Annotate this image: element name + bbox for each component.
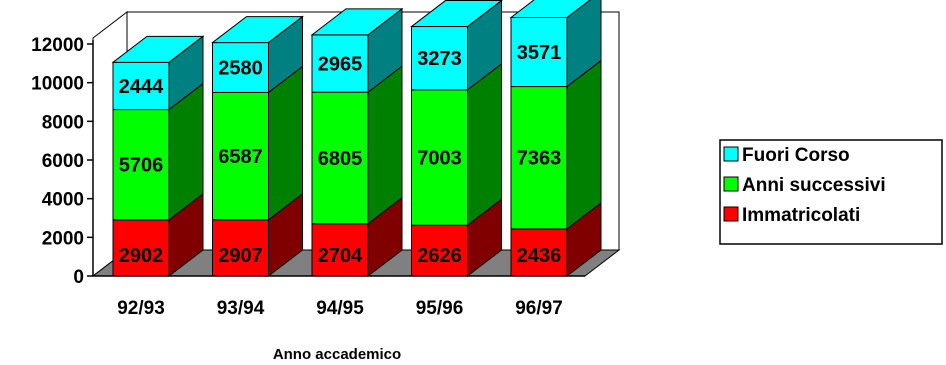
bar-fuori-corso-93-94 [212,42,269,93]
bar-anni-successivi-93-94 [212,91,269,221]
bar-fuori-corso-96-97-top [509,0,591,19]
legend-label: Immatricolati [742,205,860,226]
y-tick-label: 6000 [42,151,84,172]
x-tick-label: 92/93 [117,298,165,319]
bar-fuori-corso-95-96 [411,26,468,91]
x-tick-label: 96/97 [515,298,563,319]
legend-item: Immatricolati [723,205,860,226]
data-label: 2626 [417,245,462,267]
data-label: 2902 [119,245,164,267]
y-tick-label: 12000 [31,35,84,56]
data-label: 7003 [417,148,462,170]
x-tick-label: 95/96 [416,298,464,319]
bars: 2902 5706 2444 2907 6587 2580 2704 6805 2965 2626… [111,0,602,278]
legend: Fuori Corso Anni successivi Immatricolati [719,139,943,245]
legend-item: Fuori Corso [723,145,850,166]
legend-label: Anni successivi [742,175,886,196]
bar-anni-successivi-94-95-side [367,65,403,225]
y-tick-label: 8000 [42,112,84,133]
bar-stack-95-96: 2626 7003 3273 [410,0,503,278]
bar-anni-successivi-96-97-side [566,59,602,230]
x-axis-label: Anno accademico [273,346,401,363]
data-label: 2704 [318,245,363,267]
bar-anni-successivi-95-96 [411,89,468,226]
data-label: 5706 [119,155,164,177]
bar-fuori-corso-94-95 [311,34,369,93]
data-label: 6805 [318,148,363,170]
data-label: 2436 [517,245,562,267]
y-axis: 0 2000 4000 6000 8000 10000 12000 [31,35,94,288]
bar-anni-successivi-94-95 [311,91,369,225]
bar-anni-successivi-92-93 [112,109,170,221]
bar-stack-92-93: 2902 5706 2444 [111,35,205,278]
bar-anni-successivi-96-97 [510,86,568,230]
bar-stack-94-95: 2704 6805 2965 [310,7,404,278]
bar-immatricolati-93-94 [212,219,269,277]
x-tick-label: 94/95 [316,298,364,319]
legend-swatch [723,176,739,192]
legend-box [719,139,943,245]
bar-fuori-corso-96-97 [510,17,568,88]
data-label: 7363 [517,148,562,170]
bar-fuori-corso-94-95-top [310,8,404,36]
bar-immatricolati-95-96 [411,224,468,277]
data-label: 6587 [218,146,263,168]
bar-anni-successivi-93-94-side [268,65,303,221]
legend-swatch [723,206,739,222]
data-label: 3571 [517,42,562,64]
data-label: 2444 [119,76,164,98]
bar-anni-successivi-95-96-side [467,62,502,227]
y-tick-label: 4000 [42,190,84,211]
bar-immatricolati-94-95 [311,223,369,277]
data-label: 2965 [318,53,363,75]
bar-fuori-corso-92-93-top [111,35,205,63]
x-axis: 92/93 93/94 94/95 95/96 96/97 [93,275,585,319]
data-label: 2907 [218,245,263,267]
y-tick-label: 2000 [42,228,84,249]
data-label: 2580 [218,58,263,80]
bar-fuori-corso-96-97-side [566,0,602,88]
bar-stack-93-94: 2907 6587 2580 [211,15,304,278]
x-tick-label: 93/94 [217,298,265,319]
bar-fuori-corso-95-96-top [410,0,503,28]
y-tick-label: 10000 [31,74,84,95]
legend-item: Anni successivi [723,175,886,196]
bar-fuori-corso-93-94-top [211,16,304,44]
data-label: 3273 [417,48,462,70]
legend-swatch [723,146,739,162]
bar-stack-96-97: 2436 7363 3571 [509,0,602,278]
legend-label: Fuori Corso [742,145,850,166]
y-tick-label: 0 [73,267,84,288]
